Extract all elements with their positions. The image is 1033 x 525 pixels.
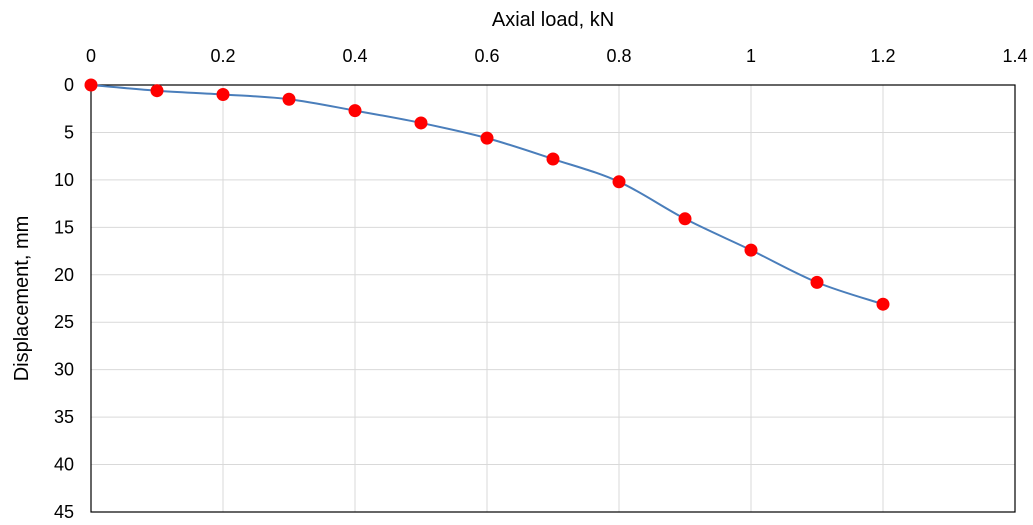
data-point: [84, 78, 98, 92]
data-point: [348, 104, 362, 118]
y-tick-label: 0: [64, 75, 74, 95]
y-tick-label: 40: [54, 455, 74, 475]
y-axis-title: Displacement, mm: [11, 216, 33, 382]
y-tick-label: 35: [54, 407, 74, 427]
y-tick-label: 10: [54, 170, 74, 190]
y-axis-ticks: 0 5 10 15 20 25 30 35 40 45: [54, 75, 74, 522]
x-tick-label: 0.6: [474, 46, 499, 66]
y-tick-label: 15: [54, 217, 74, 237]
data-point: [480, 131, 494, 145]
plot-area-frame: [90, 84, 1016, 513]
x-axis-title: Axial load, kN: [492, 9, 614, 31]
y-tick-label: 20: [54, 265, 74, 285]
x-tick-label: 1.4: [1002, 46, 1027, 66]
data-point: [216, 87, 230, 101]
x-tick-label: 0.8: [606, 46, 631, 66]
data-point: [810, 275, 824, 289]
x-tick-label: 1.2: [870, 46, 895, 66]
y-tick-label: 5: [64, 122, 74, 142]
data-point: [876, 297, 890, 311]
gridlines: [90, 84, 1016, 513]
data-point: [282, 92, 296, 106]
data-point: [150, 84, 164, 98]
data-point: [612, 175, 626, 189]
data-point: [414, 116, 428, 130]
y-tick-label: 45: [54, 502, 74, 522]
x-tick-label: 1: [746, 46, 756, 66]
x-tick-label: 0.2: [210, 46, 235, 66]
x-tick-label: 0.4: [342, 46, 367, 66]
y-tick-label: 25: [54, 312, 74, 332]
x-axis-ticks: 0 0.2 0.4 0.6 0.8 1 1.2 1.4: [86, 46, 1028, 66]
x-tick-label: 0: [86, 46, 96, 66]
data-point: [744, 243, 758, 257]
data-point: [546, 152, 560, 166]
data-point: [678, 212, 692, 226]
series-markers: [84, 78, 890, 311]
y-tick-label: 30: [54, 360, 74, 380]
